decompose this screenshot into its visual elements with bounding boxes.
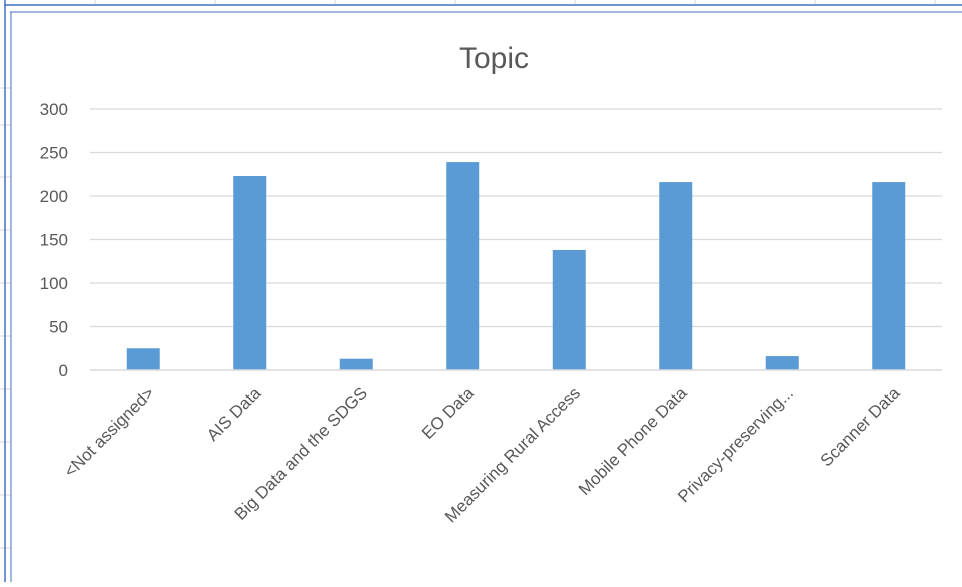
y-tick-label: 0: [59, 361, 68, 380]
bar: [126, 348, 160, 370]
x-tick-label: Privacy-preserving...: [674, 383, 797, 506]
bar: [552, 249, 586, 370]
chart-title: Topic: [459, 42, 529, 75]
x-tick-label: <Not assigned>: [60, 383, 158, 481]
bar: [233, 175, 267, 370]
y-tick-label: 300: [40, 100, 68, 119]
y-tick-label: 250: [40, 144, 68, 163]
x-tick-label: Mobile Phone Data: [575, 383, 691, 499]
chart-area[interactable]: Topic 0 50 100 150 200 250 300 <Not assigned> A…: [12, 13, 962, 582]
bar: [659, 182, 693, 370]
bar: [765, 356, 799, 370]
bar-chart: Topic 0 50 100 150 200 250 300 <Not assigned> A…: [40, 42, 942, 526]
y-tick-label: 50: [49, 318, 68, 337]
bar: [446, 162, 480, 370]
x-tick-label: EO Data: [418, 383, 478, 443]
y-tick-label: 150: [40, 231, 68, 250]
bar: [339, 358, 373, 370]
bar: [872, 182, 906, 370]
y-axis-tick-labels: 0 50 100 150 200 250 300: [40, 100, 68, 380]
x-tick-label: Scanner Data: [817, 383, 904, 470]
y-tick-label: 200: [40, 187, 68, 206]
y-gridlines: [90, 108, 942, 328]
bars: [126, 162, 906, 370]
x-tick-label: AIS Data: [203, 383, 265, 445]
y-tick-label: 100: [40, 274, 68, 293]
